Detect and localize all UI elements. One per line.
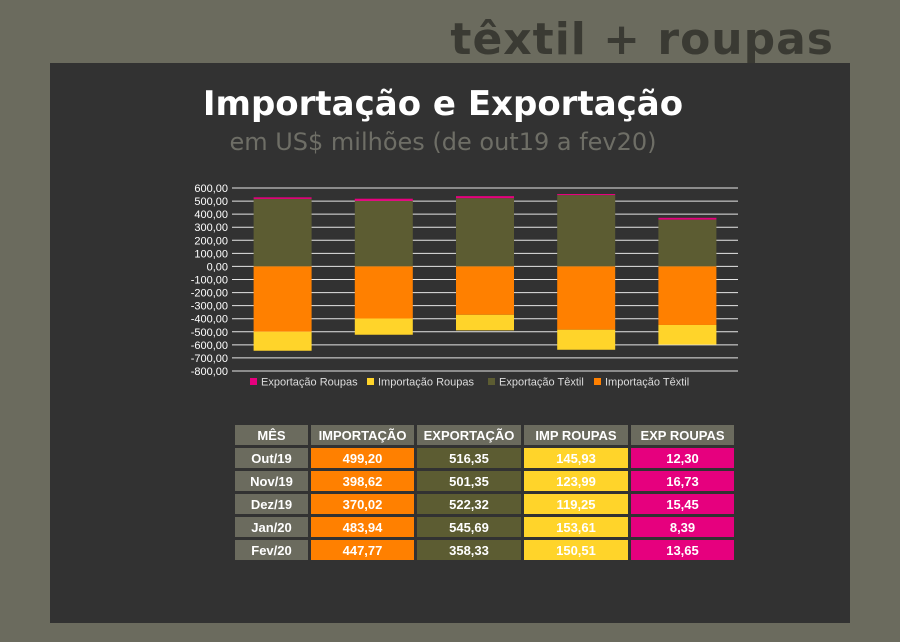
chart-subtitle: em US$ milhões (de out19 a fev20) [229, 128, 657, 156]
y-tick-label: 600,00 [194, 183, 228, 195]
bar-exportação-roupas [253, 197, 312, 199]
cell-mes: Jan/20 [235, 517, 308, 537]
bar-importação-têxtil [658, 266, 717, 325]
legend-swatch [250, 378, 257, 385]
cell-importacao: 370,02 [311, 494, 414, 514]
bar-exportação-roupas [658, 217, 717, 220]
header-exp-roupas: EXP ROUPAS [631, 425, 734, 445]
table-row: Nov/19 398,62 501,35 123,99 16,73 [235, 471, 734, 491]
legend: Exportação Roupas Importação Roupas Export… [250, 377, 689, 389]
y-tick-label: 300,00 [194, 222, 228, 234]
cell-exportacao: 501,35 [417, 471, 521, 491]
cell-mes: Fev/20 [235, 540, 308, 560]
bar-importação-roupas [253, 331, 312, 351]
legend-swatch [367, 378, 374, 385]
legend-label: Exportação Têxtil [499, 377, 584, 389]
bar-importação-roupas [658, 324, 717, 345]
y-tick-label: 0,00 [207, 261, 228, 273]
chart-title: Importação e Exportação [202, 84, 684, 124]
legend-swatch [594, 378, 601, 385]
bar-exportação-roupas [456, 196, 514, 199]
cell-imp-roupas: 150,51 [524, 540, 628, 560]
cell-mes: Dez/19 [235, 494, 308, 514]
y-tick-label: 200,00 [194, 235, 228, 247]
cell-exp-roupas: 12,30 [631, 448, 734, 468]
y-tick-label: -800,00 [191, 366, 228, 378]
bar-exportação-têxtil [253, 198, 312, 267]
legend-label: Exportação Roupas [261, 377, 358, 389]
bar-importação-têxtil [557, 266, 616, 330]
cell-imp-roupas: 123,99 [524, 471, 628, 491]
cell-exportacao: 358,33 [417, 540, 521, 560]
header-importacao: IMPORTAÇÃO [311, 425, 414, 445]
y-tick-label: -600,00 [191, 340, 228, 352]
cell-importacao: 499,20 [311, 448, 414, 468]
cell-imp-roupas: 153,61 [524, 517, 628, 537]
header-exportacao: EXPORTAÇÃO [417, 425, 521, 445]
y-tick-label: -500,00 [191, 327, 228, 339]
bar-exportação-roupas [557, 194, 616, 196]
header-mes: MÊS [235, 425, 308, 445]
cell-mes: Nov/19 [235, 471, 308, 491]
bar-importação-roupas [354, 318, 413, 335]
y-tick-label: 100,00 [194, 248, 228, 260]
bar-importação-têxtil [456, 266, 514, 315]
data-table: MÊS IMPORTAÇÃO EXPORTAÇÃO IMP ROUPAS EXP… [232, 422, 737, 563]
cell-exportacao: 522,32 [417, 494, 521, 514]
bar-exportação-têxtil [456, 198, 514, 267]
cell-exp-roupas: 15,45 [631, 494, 734, 514]
header-imp-roupas: IMP ROUPAS [524, 425, 628, 445]
bars [253, 194, 717, 351]
cell-exportacao: 545,69 [417, 517, 521, 537]
cell-exp-roupas: 8,39 [631, 517, 734, 537]
cell-exportacao: 516,35 [417, 448, 521, 468]
cell-importacao: 483,94 [311, 517, 414, 537]
table-header-row: MÊS IMPORTAÇÃO EXPORTAÇÃO IMP ROUPAS EXP… [235, 425, 734, 445]
cell-exp-roupas: 13,65 [631, 540, 734, 560]
table-row: Jan/20 483,94 545,69 153,61 8,39 [235, 517, 734, 537]
y-tick-label: -700,00 [191, 353, 228, 365]
bar-importação-roupas [456, 314, 514, 331]
y-tick-label: -200,00 [191, 288, 228, 300]
bar-exportação-têxtil [354, 200, 413, 267]
cell-importacao: 447,77 [311, 540, 414, 560]
table-row: Dez/19 370,02 522,32 119,25 15,45 [235, 494, 734, 514]
cell-imp-roupas: 145,93 [524, 448, 628, 468]
legend-label: Importação Roupas [378, 377, 474, 389]
y-tick-label: -300,00 [191, 301, 228, 313]
table-row: Out/19 499,20 516,35 145,93 12,30 [235, 448, 734, 468]
y-tick-label: -100,00 [191, 275, 228, 287]
bar-exportação-têxtil [557, 195, 616, 267]
legend-label: Importação Têxtil [605, 377, 689, 389]
bar-exportação-roupas [354, 198, 413, 201]
cell-importacao: 398,62 [311, 471, 414, 491]
cell-imp-roupas: 119,25 [524, 494, 628, 514]
cell-mes: Out/19 [235, 448, 308, 468]
bar-importação-roupas [557, 329, 616, 350]
y-axis-ticks: 600,00500,00400,00300,00200,00100,000,00… [191, 183, 228, 378]
legend-swatch [488, 378, 495, 385]
y-tick-label: -400,00 [191, 314, 228, 326]
brand-logo: têxtil + roupas [450, 14, 834, 65]
table-row: Fev/20 447,77 358,33 150,51 13,65 [235, 540, 734, 560]
stacked-bar-chart: 600,00500,00400,00300,00200,00100,000,00… [191, 183, 738, 389]
y-tick-label: 500,00 [194, 196, 228, 208]
y-tick-label: 400,00 [194, 209, 228, 221]
bar-exportação-têxtil [658, 219, 717, 267]
bar-importação-têxtil [354, 266, 413, 319]
cell-exp-roupas: 16,73 [631, 471, 734, 491]
bar-importação-têxtil [253, 266, 312, 332]
